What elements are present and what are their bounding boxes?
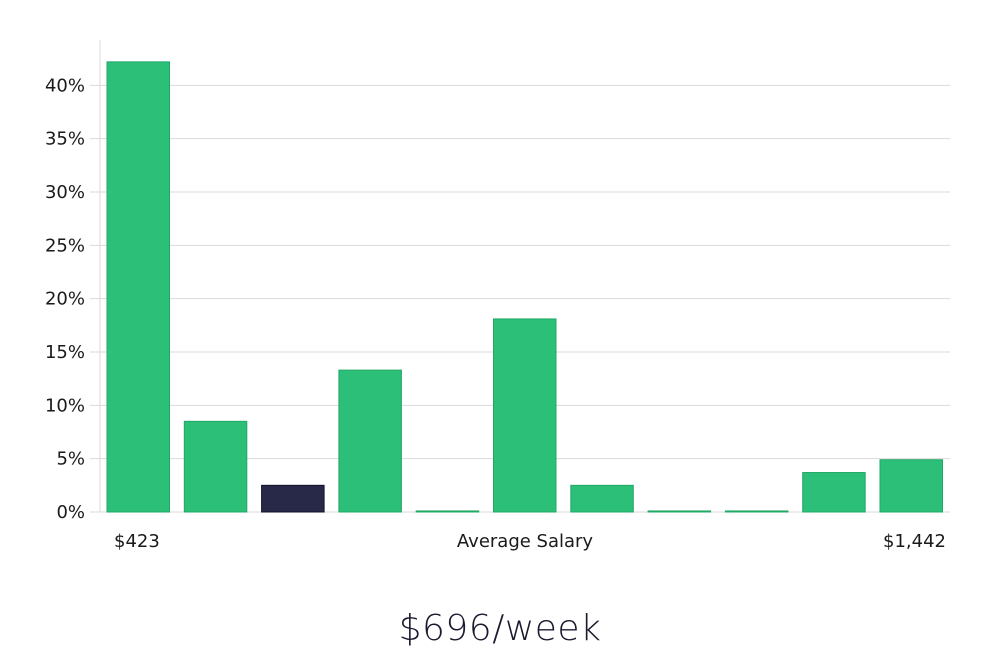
x-axis-label: Average Salary <box>457 531 594 552</box>
y-tick-label: 10% <box>45 395 85 416</box>
y-tick-label: 5% <box>56 449 85 470</box>
x-axis: $423 Average Salary $1,442 <box>114 531 946 552</box>
x-max-label: $1,442 <box>883 531 946 552</box>
y-tick-label: 40% <box>45 75 85 96</box>
bar-highlighted <box>261 484 325 513</box>
bar <box>106 61 170 513</box>
bars <box>106 61 943 513</box>
x-min-label: $423 <box>114 531 160 552</box>
bar <box>879 459 943 513</box>
bar <box>647 510 712 513</box>
bar <box>802 472 866 513</box>
bar <box>493 318 557 513</box>
bar <box>183 420 248 513</box>
y-tick-label: 35% <box>45 129 85 150</box>
y-tick-label: 15% <box>45 342 85 363</box>
y-axis: 0% 5% 10% 15% 20% 25% 30% 35% 40% <box>45 40 101 523</box>
y-tick-label: 25% <box>45 235 85 256</box>
bar <box>724 510 789 513</box>
average-salary-headline: $696/week <box>398 608 602 649</box>
y-tick-label: 30% <box>45 182 85 203</box>
bar <box>415 510 480 513</box>
salary-distribution-chart: 0% 5% 10% 15% 20% 25% 30% 35% 40% $423 Average S… <box>45 40 950 552</box>
bar <box>570 484 634 513</box>
y-tick-label: 0% <box>56 502 85 523</box>
y-tick-label: 20% <box>45 289 85 310</box>
bar <box>338 369 402 513</box>
